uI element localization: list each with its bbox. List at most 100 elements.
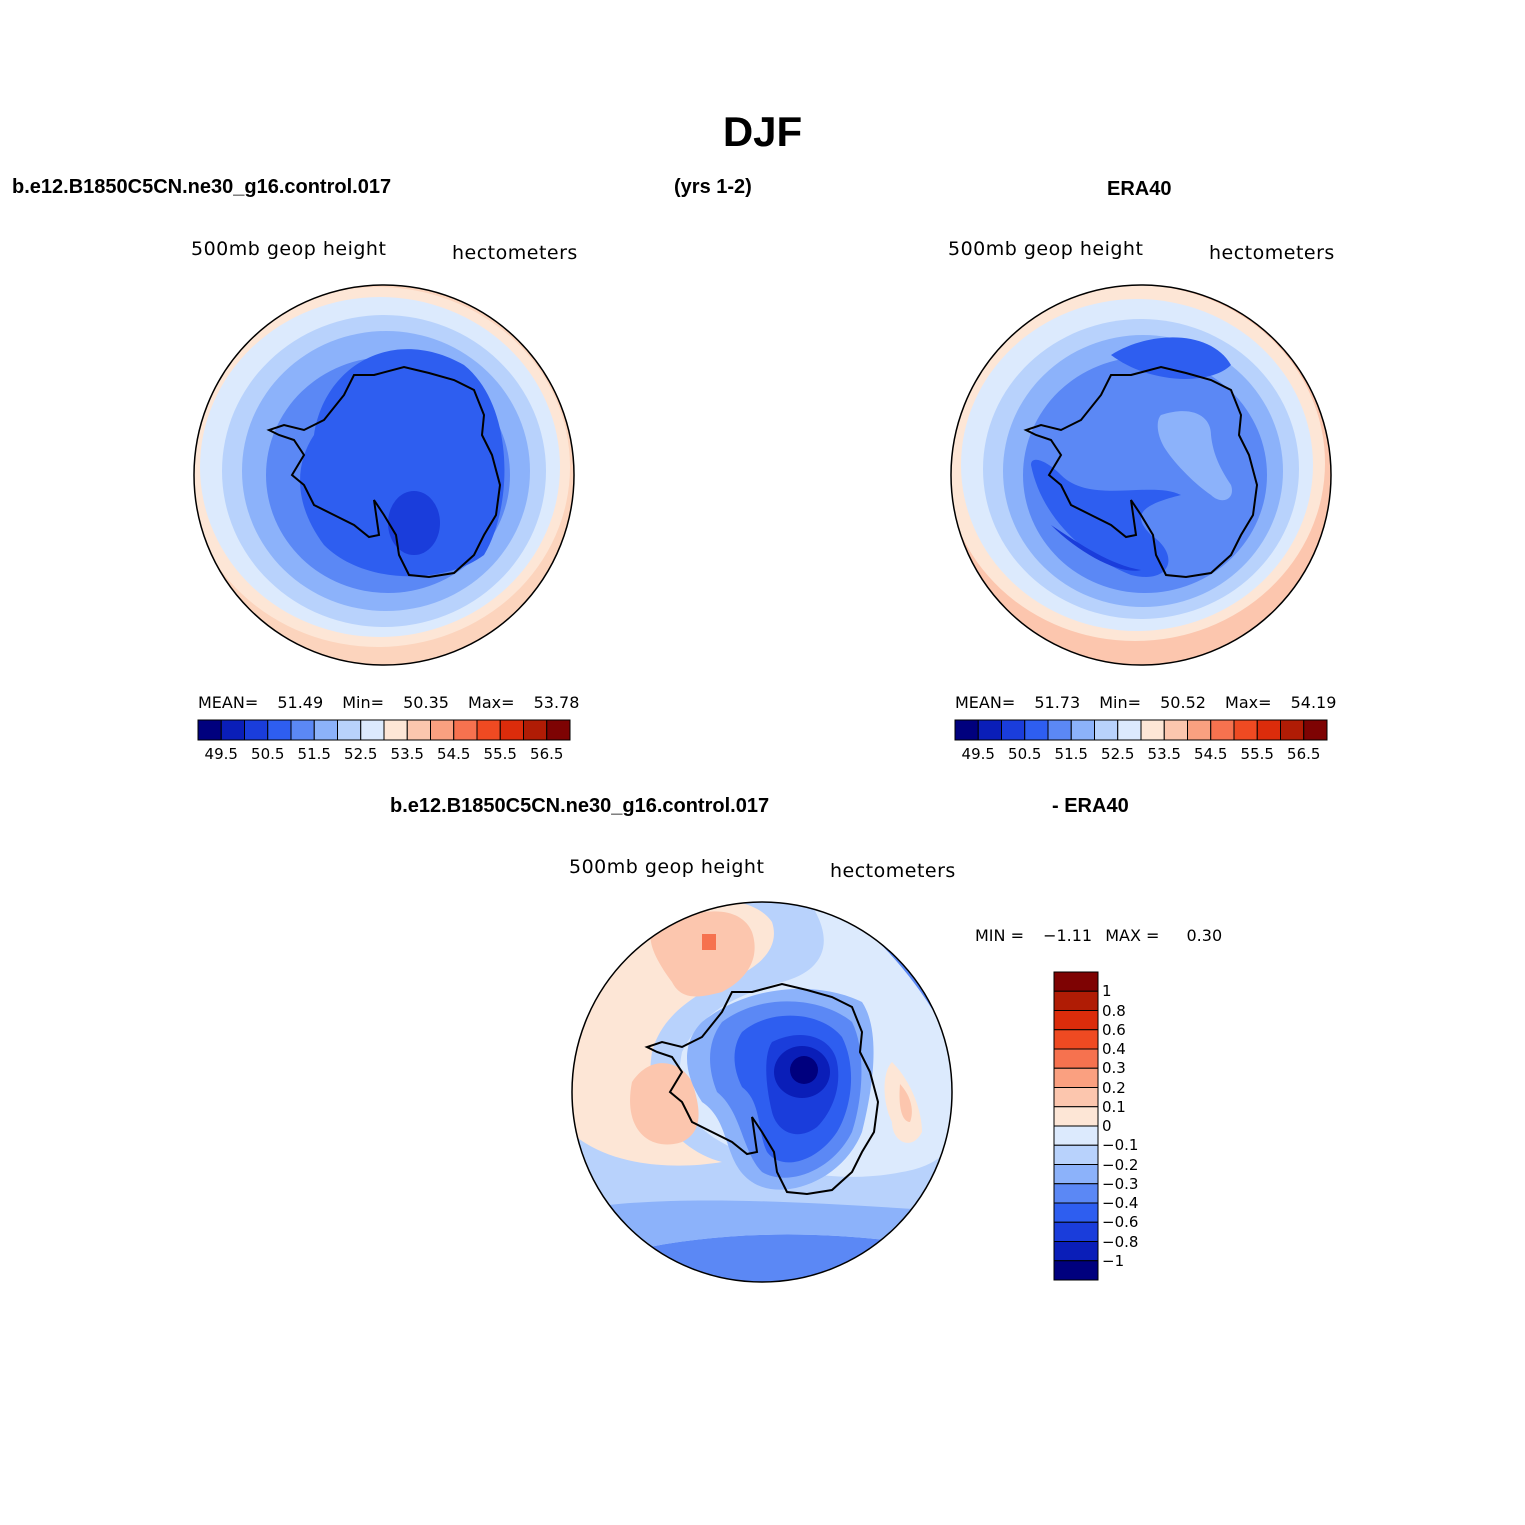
colorbar-swatch bbox=[1053, 1144, 1099, 1165]
diff-stats: MIN = −1.11 MAX = 0.30 bbox=[975, 926, 1222, 945]
colorbar-tick-label: −1 bbox=[1102, 1251, 1125, 1270]
colorbar-tick-label: −0.6 bbox=[1102, 1213, 1139, 1232]
colorbar-tick-label: 50.5 bbox=[1008, 745, 1042, 763]
colorbar-swatch bbox=[220, 719, 245, 741]
colorbar-swatch bbox=[1233, 719, 1258, 741]
colorbar-swatch bbox=[1053, 1221, 1099, 1242]
colorbar-tick-label: 51.5 bbox=[1054, 745, 1088, 763]
colorbar-swatch bbox=[430, 719, 455, 741]
colorbar-swatch bbox=[1053, 971, 1099, 992]
model-stats: MEAN= 51.49 Min= 50.35 Max= 53.78 bbox=[198, 693, 579, 712]
colorbar-swatch bbox=[1303, 719, 1328, 741]
min-label: Min= bbox=[342, 693, 385, 712]
colorbar-swatch bbox=[1053, 1241, 1099, 1262]
colorbar-tick-label: −0.8 bbox=[1102, 1232, 1139, 1251]
contour-band bbox=[650, 911, 755, 997]
colorbar-tick-label: 1 bbox=[1102, 982, 1112, 1001]
mean-value: 51.73 bbox=[1034, 693, 1081, 712]
max-value: 54.19 bbox=[1290, 693, 1337, 712]
reference-label: ERA40 bbox=[1107, 178, 1172, 200]
colorbar-swatch bbox=[1053, 1048, 1099, 1069]
colorbar-swatch bbox=[1001, 719, 1026, 741]
figure-title: DJF bbox=[722, 108, 803, 155]
colorbar-swatch bbox=[1163, 719, 1188, 741]
contour-band bbox=[1031, 459, 1181, 577]
contour-band bbox=[790, 1056, 818, 1084]
colorbar-tick-label: −0.2 bbox=[1102, 1155, 1139, 1174]
max-label: MAX = bbox=[1105, 926, 1160, 945]
colorbar-swatch bbox=[1187, 719, 1212, 741]
colorbar-swatch bbox=[546, 719, 571, 741]
colorbar-swatch bbox=[1210, 719, 1235, 741]
contour-band bbox=[572, 1200, 952, 1272]
colorbar-swatch bbox=[1047, 719, 1072, 741]
colorbar-swatch bbox=[977, 719, 1002, 741]
colorbar-swatch bbox=[337, 719, 362, 741]
colorbar-swatch bbox=[383, 719, 408, 741]
colorbar-swatch bbox=[1053, 1260, 1099, 1281]
contour-band bbox=[388, 491, 440, 555]
colorbar-swatch bbox=[290, 719, 315, 741]
model-polar-map bbox=[193, 284, 575, 666]
colorbar-tick-label: 0.8 bbox=[1102, 1001, 1126, 1020]
coastline bbox=[1023, 365, 1259, 579]
min-value: 50.52 bbox=[1160, 693, 1206, 712]
max-value: 0.30 bbox=[1186, 926, 1223, 945]
colorbar-swatch bbox=[1024, 719, 1049, 741]
colorbar-tick-label: 56.5 bbox=[530, 745, 564, 763]
colorbar-tick-label: 52.5 bbox=[344, 745, 378, 763]
colorbar-swatch bbox=[1117, 719, 1142, 741]
colorbar-swatch bbox=[1070, 719, 1095, 741]
colorbar-swatch bbox=[476, 719, 501, 741]
obs-colorbar-ticks: 49.5 50.5 51.5 52.5 53.5 54.5 55.5 56.5 bbox=[955, 745, 1327, 765]
colorbar-swatch bbox=[954, 719, 979, 741]
colorbar-swatch bbox=[1053, 1067, 1099, 1088]
diff-colorbar-ticks: 1 0.8 0.6 0.4 0.3 0.2 0.1 0 −0.1 −0.2 −0.3 −0.4 −0.6… bbox=[1102, 972, 1182, 1280]
colorbar-tick-label: 0.2 bbox=[1102, 1078, 1126, 1097]
diff-ref-label: - ERA40 bbox=[1052, 795, 1129, 817]
colorbar-swatch bbox=[1053, 1164, 1099, 1185]
colorbar-swatch bbox=[1280, 719, 1305, 741]
contour-band bbox=[1157, 411, 1232, 501]
colorbar-swatch bbox=[1140, 719, 1165, 741]
contour-band bbox=[899, 1084, 912, 1122]
colorbar-swatch bbox=[1053, 1202, 1099, 1223]
colorbar-tick-label: 0.6 bbox=[1102, 1020, 1126, 1039]
colorbar-swatch bbox=[360, 719, 385, 741]
colorbar-tick-label: 0 bbox=[1102, 1117, 1112, 1135]
colorbar-tick-label: 55.5 bbox=[1240, 745, 1274, 763]
map-boundary bbox=[571, 901, 953, 1283]
colorbar-tick-label: 51.5 bbox=[297, 745, 331, 763]
colorbar-tick-label: 54.5 bbox=[1194, 745, 1228, 763]
diff-colorbar bbox=[1053, 971, 1099, 1281]
min-label: Min= bbox=[1099, 693, 1142, 712]
colorbar-tick-label: 55.5 bbox=[483, 745, 517, 763]
coastline bbox=[266, 365, 502, 579]
colorbar-tick-label: 0.3 bbox=[1102, 1059, 1126, 1078]
max-label: Max= bbox=[468, 693, 515, 712]
colorbar-swatch bbox=[267, 719, 292, 741]
mean-label: MEAN= bbox=[955, 693, 1016, 712]
colorbar-tick-label: 53.5 bbox=[1147, 745, 1181, 763]
colorbar-swatch bbox=[1053, 1183, 1099, 1204]
colorbar-swatch bbox=[313, 719, 338, 741]
colorbar-tick-label: 52.5 bbox=[1101, 745, 1135, 763]
max-value: 53.78 bbox=[533, 693, 580, 712]
contour-band bbox=[300, 349, 505, 577]
mean-label: MEAN= bbox=[198, 693, 259, 712]
map-boundary bbox=[950, 284, 1332, 666]
obs-stats: MEAN= 51.73 Min= 50.52 Max= 54.19 bbox=[955, 693, 1336, 712]
contour-band bbox=[630, 1063, 699, 1145]
diff-units-label: hectometers bbox=[830, 860, 956, 882]
colorbar-swatch bbox=[1256, 719, 1281, 741]
colorbar-swatch bbox=[453, 719, 478, 741]
colorbar-tick-label: 49.5 bbox=[961, 745, 995, 763]
colorbar-swatch bbox=[499, 719, 524, 741]
colorbar-swatch bbox=[1053, 990, 1099, 1011]
colorbar-swatch bbox=[1053, 1125, 1099, 1146]
colorbar-tick-label: 50.5 bbox=[251, 745, 285, 763]
min-label: MIN = bbox=[975, 926, 1024, 945]
diff-run-label: b.e12.B1850C5CN.ne30_g16.control.017 bbox=[390, 795, 770, 817]
colorbar-swatch bbox=[523, 719, 548, 741]
colorbar-tick-label: 53.5 bbox=[390, 745, 424, 763]
